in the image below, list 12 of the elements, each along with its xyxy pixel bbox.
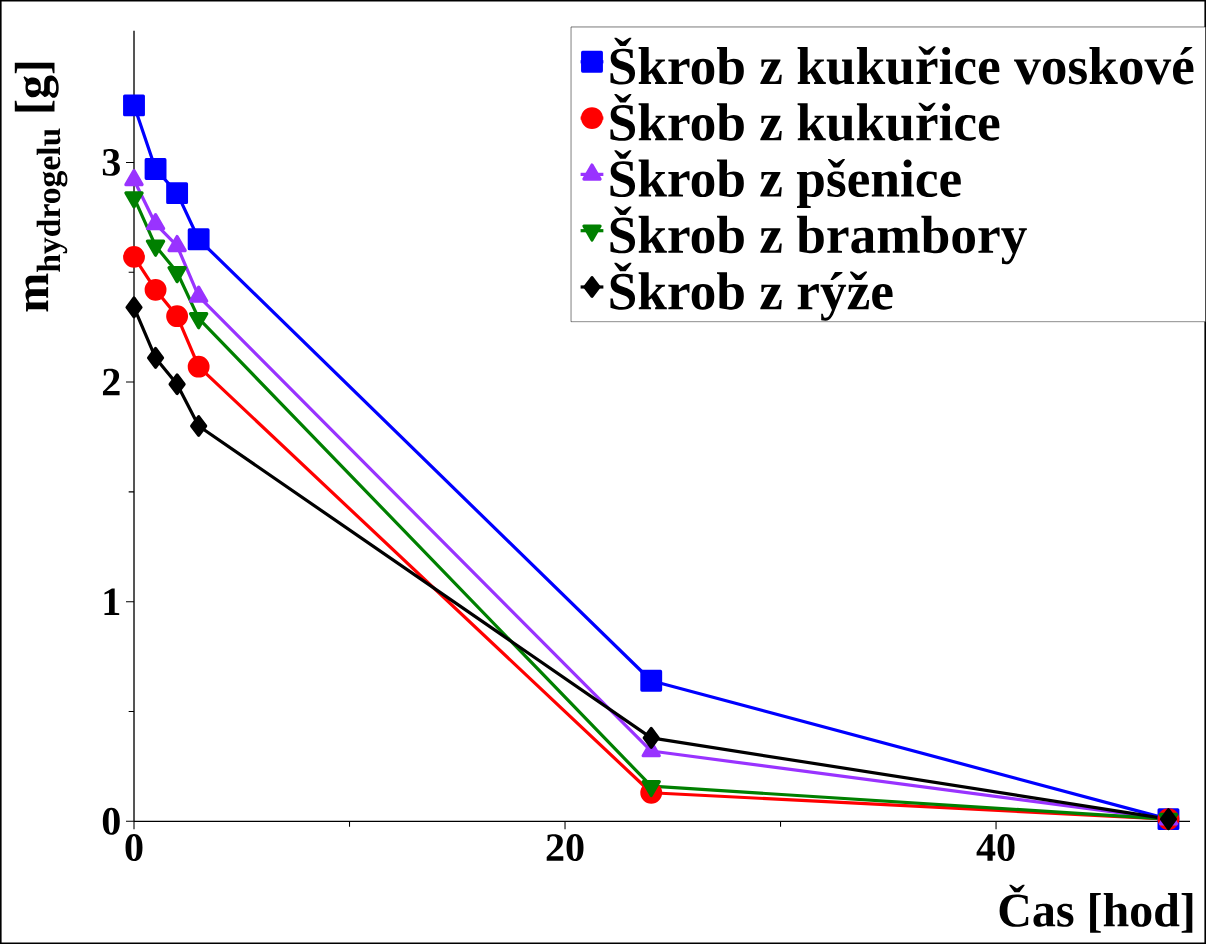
y-tick-label: 0 [102, 807, 120, 835]
legend-label: Škrob z kukuřice [610, 93, 1000, 141]
x-tick-label: 20 [546, 834, 584, 862]
x-axis-title: Čas [hod] [999, 884, 1193, 933]
y-tick-label: 3 [102, 148, 120, 176]
legend-label: Škrob z kukuřice voskové [610, 37, 1194, 85]
y-axis-title: $\textbf{m}_{\textbf{hydrogelu}}\ \textbf{[g]}$ [14, 62, 68, 312]
x-tick-label: 40 [976, 834, 1015, 862]
legend-label: Škrob z rýže [610, 262, 893, 321]
x-tick-label: 0 [125, 834, 143, 862]
y-tick-label: 1 [104, 588, 120, 615]
y-tick-label: 2 [102, 368, 120, 396]
